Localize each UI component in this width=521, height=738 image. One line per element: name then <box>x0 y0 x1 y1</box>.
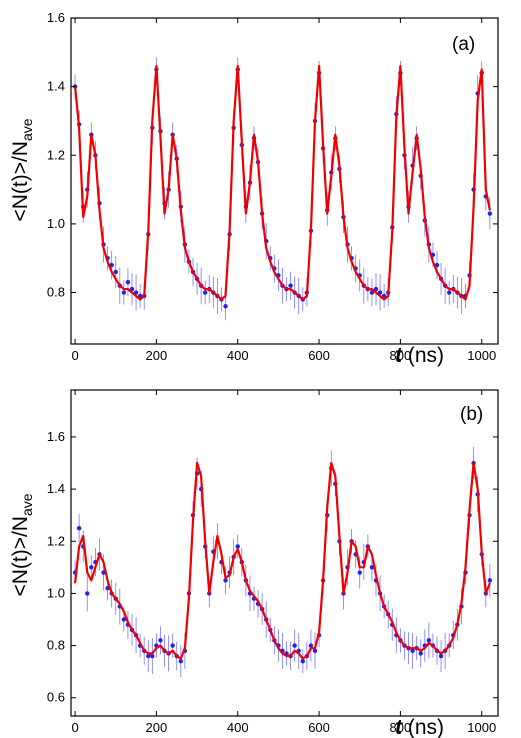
x-tick-label: 400 <box>227 348 249 363</box>
x-tick-label: 600 <box>308 348 330 363</box>
y-tick-label: 1.2 <box>47 533 65 548</box>
data-point <box>438 653 444 659</box>
data-point <box>300 659 305 664</box>
plot-frame <box>70 389 499 717</box>
y-tick-label: 1.4 <box>47 481 65 496</box>
data-point <box>158 638 163 643</box>
x-tick-label: 800 <box>390 720 412 735</box>
plot-content <box>72 57 493 321</box>
data-point <box>150 653 155 659</box>
x-axis-var: t <box>395 344 403 367</box>
y-tick-label: 0.8 <box>47 638 65 653</box>
data-point <box>146 653 151 659</box>
x-tick-label: 0 <box>71 348 78 363</box>
y-tick-label: 1.6 <box>47 429 65 444</box>
data-point <box>203 290 208 295</box>
x-axis: 0 200 400 600 800 1000 <box>71 390 496 735</box>
plot-frame <box>70 17 499 345</box>
x-tick-label: 1000 <box>467 720 496 735</box>
data-point <box>121 617 127 622</box>
x-axis-var: t <box>395 716 403 738</box>
plot-content <box>72 447 493 678</box>
x-tick-label: 200 <box>146 720 168 735</box>
x-tick-label: 1000 <box>467 348 496 363</box>
data-point <box>113 269 118 275</box>
data-point <box>410 648 415 653</box>
data-point <box>223 578 228 583</box>
y-tick-label: 1.4 <box>47 79 65 94</box>
data-point <box>308 643 314 648</box>
y-tick-label: 0.6 <box>47 690 65 705</box>
data-point <box>178 659 183 664</box>
data-point <box>121 290 127 295</box>
x-axis-unit: (ns) <box>402 344 444 367</box>
y-tick-label: 0.8 <box>47 285 65 300</box>
data-point <box>223 304 228 309</box>
data-point <box>369 565 375 570</box>
y-axis: 0.6 0.8 1.0 1.2 1.4 1.6 <box>47 429 498 705</box>
y-tick-label: 1.2 <box>47 147 65 162</box>
y-axis-sub: ave <box>19 493 35 516</box>
data-point <box>357 570 362 575</box>
panel-a: 0 200 400 600 800 1000 0.8 1.0 1.2 1.4 1.6 (a) t … <box>9 10 499 367</box>
data-point <box>235 544 240 549</box>
x-axis-label: t (ns) <box>395 344 444 367</box>
y-axis-main: <N(t)>/N <box>9 516 32 597</box>
x-tick-label: 800 <box>390 348 412 363</box>
data-point <box>89 565 94 570</box>
x-tick-label: 600 <box>308 720 330 735</box>
panel-label: (a) <box>452 34 475 55</box>
data-point <box>292 643 297 648</box>
x-tick-label: 400 <box>227 720 249 735</box>
x-tick-label: 200 <box>146 348 168 363</box>
panel-b: 0 200 400 600 800 1000 0.6 0.8 1.0 1.2 1.4 1.6 (b)… <box>9 389 499 738</box>
y-tick-label: 1.0 <box>47 585 65 600</box>
x-axis: 0 200 400 600 800 1000 <box>71 18 496 363</box>
data-point <box>85 591 90 596</box>
data-point <box>76 526 82 531</box>
data-point <box>447 290 452 295</box>
x-axis-unit: (ns) <box>402 716 444 738</box>
y-tick-label: 1.0 <box>47 216 65 231</box>
panel-label: (b) <box>460 404 483 425</box>
data-point <box>170 643 175 648</box>
data-point <box>312 648 318 653</box>
y-axis-label: <N(t)>/Nave <box>9 493 35 596</box>
data-point <box>288 283 293 288</box>
data-point <box>487 578 493 583</box>
y-axis-sub: ave <box>19 118 35 141</box>
y-axis-label: <N(t)>/Nave <box>9 118 35 221</box>
y-tick-label: 1.6 <box>47 10 65 25</box>
y-axis: 0.8 1.0 1.2 1.4 1.6 <box>47 10 498 300</box>
fit-line <box>74 461 491 660</box>
data-point <box>125 280 131 285</box>
x-axis-label: t (ns) <box>395 716 444 738</box>
x-tick-label: 0 <box>71 720 78 735</box>
data-point <box>426 638 432 643</box>
y-axis-main: <N(t)>/N <box>9 141 32 222</box>
data-point <box>487 211 493 216</box>
fit-line <box>74 64 491 301</box>
data-point <box>418 651 423 656</box>
